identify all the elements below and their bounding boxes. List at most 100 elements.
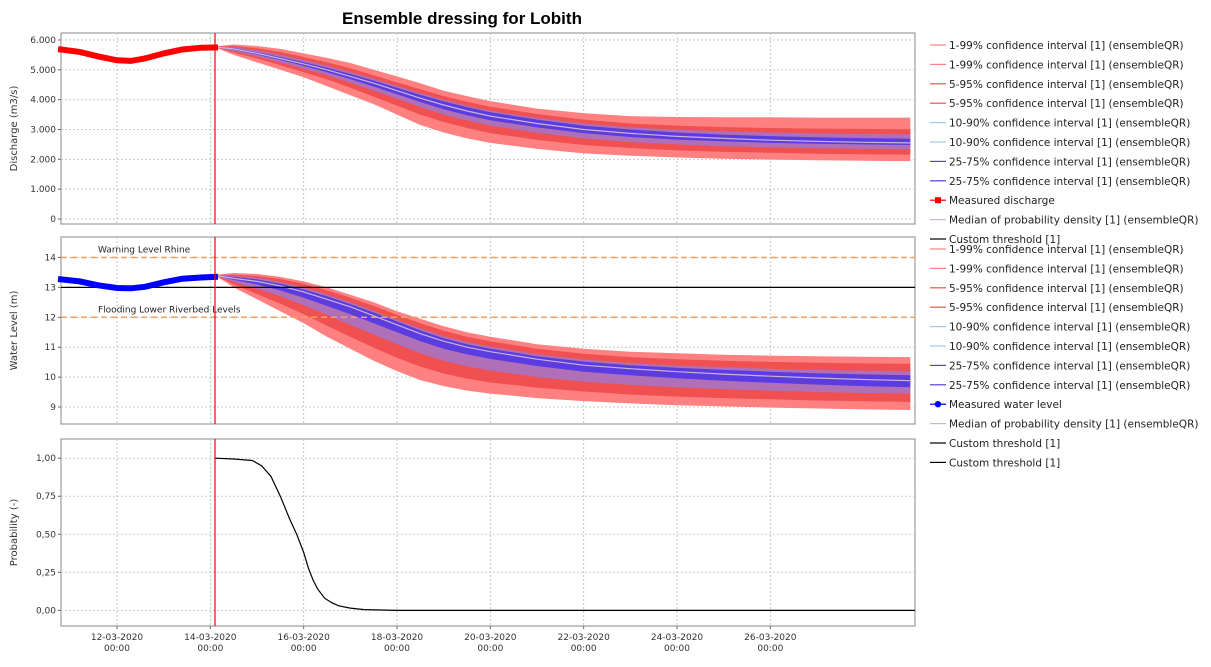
- x-tick-label: 00:00: [291, 644, 317, 654]
- median-line: [214, 274, 911, 382]
- y-tick-label: 12: [45, 313, 56, 323]
- x-tick-label: 18-03-2020: [371, 633, 424, 643]
- x-tick-label: 24-03-2020: [651, 633, 704, 643]
- x-tick-label: 00:00: [104, 644, 130, 654]
- panel-3: 0,00 0,25 0,50 0,75 1,00 Probability (-): [9, 438, 916, 627]
- y-tick-label: 0,50: [36, 530, 56, 540]
- x-tick-label: 00:00: [197, 644, 223, 654]
- y-tick-label: 0,25: [36, 568, 56, 578]
- y-tick-label: 0,00: [36, 606, 56, 616]
- legend-label: 5-95% confidence interval [1] (ensembleQ…: [949, 98, 1184, 110]
- x-tick-label: 20-03-2020: [464, 633, 517, 643]
- legend-item: 5-95% confidence interval [1] (ensembleQ…: [930, 283, 1184, 295]
- legend-label: Measured water level: [949, 399, 1062, 411]
- y-tick-label: 13: [45, 283, 56, 293]
- legend-item: 25-75% confidence interval [1] (ensemble…: [930, 360, 1190, 372]
- legend-item: 10-90% confidence interval [1] (ensemble…: [930, 118, 1190, 130]
- y-tick-label: 0: [50, 215, 56, 225]
- y-tick-label: 9: [50, 403, 56, 413]
- legend-label: Median of probability density [1] (ensem…: [949, 215, 1198, 227]
- legend-label: 10-90% confidence interval [1] (ensemble…: [949, 341, 1190, 353]
- x-tick-label: 14-03-2020: [184, 633, 237, 643]
- y-tick-label: 6.000: [30, 36, 56, 46]
- plot-frame: [60, 438, 916, 627]
- legend-item: Custom threshold [1]: [930, 234, 1060, 246]
- legend-panel-1: 1-99% confidence interval [1] (ensembleQ…: [930, 40, 1198, 246]
- legend-label: 5-95% confidence interval [1] (ensembleQ…: [949, 283, 1184, 295]
- confidence-band: [215, 47, 911, 145]
- measured-series: [57, 273, 219, 292]
- y-axis-label: Water Level (m): [9, 290, 20, 370]
- y-tick-label: 4.000: [30, 96, 56, 106]
- legend-label: 25-75% confidence interval [1] (ensemble…: [949, 380, 1190, 392]
- threshold-label: Flooding Lower Riverbed Levels: [98, 305, 241, 315]
- legend-label: 25-75% confidence interval [1] (ensemble…: [949, 176, 1190, 188]
- y-tick-label: 10: [45, 373, 57, 383]
- legend-item: 1-99% confidence interval [1] (ensembleQ…: [930, 263, 1184, 275]
- legend-item: 10-90% confidence interval [1] (ensemble…: [930, 322, 1190, 334]
- confidence-band: [215, 46, 911, 155]
- legend-item: 5-95% confidence interval [1] (ensembleQ…: [930, 302, 1184, 314]
- y-tick-label: 3.000: [30, 125, 56, 135]
- legend-item: 1-99% confidence interval [1] (ensembleQ…: [930, 59, 1184, 71]
- legend-label: 1-99% confidence interval [1] (ensembleQ…: [949, 59, 1184, 71]
- x-tick-label: 00:00: [664, 644, 690, 654]
- chart-title: Ensemble dressing for Lobith: [342, 9, 582, 28]
- legend-label: 10-90% confidence interval [1] (ensemble…: [949, 137, 1190, 149]
- legend-item: 10-90% confidence interval [1] (ensemble…: [930, 341, 1190, 353]
- x-tick-label: 00:00: [384, 644, 410, 654]
- legend-item: Measured discharge: [930, 195, 1055, 207]
- legend-item: Median of probability density [1] (ensem…: [930, 419, 1198, 431]
- y-tick-label: 11: [45, 343, 56, 353]
- legend-label: Median of probability density [1] (ensem…: [949, 419, 1198, 431]
- legend-item: 1-99% confidence interval [1] (ensembleQ…: [930, 40, 1184, 52]
- median-line: [214, 46, 911, 144]
- legend-label: Custom threshold [1]: [949, 234, 1060, 246]
- x-tick-label: 26-03-2020: [744, 633, 797, 643]
- legend-marker: [935, 197, 941, 204]
- legend-item: 1-99% confidence interval [1] (ensembleQ…: [930, 244, 1184, 256]
- x-tick-label: 00:00: [477, 644, 503, 654]
- legend-label: 10-90% confidence interval [1] (ensemble…: [949, 118, 1190, 130]
- panel-2: 9 10 11 12 13 14 Water Level (m) Warning Level …: [9, 236, 916, 425]
- y-axis-label: Discharge (m3/s): [9, 86, 20, 172]
- legend-item: 5-95% confidence interval [1] (ensembleQ…: [930, 98, 1184, 110]
- legend-item: 25-75% confidence interval [1] (ensemble…: [930, 156, 1190, 168]
- legend-label: 1-99% confidence interval [1] (ensembleQ…: [949, 263, 1184, 275]
- panel-1: 0 1.000 2.000 3.000 4.000 5.000 6.000 Discharge…: [9, 32, 916, 225]
- legend-item: 5-95% confidence interval [1] (ensembleQ…: [930, 79, 1184, 91]
- y-tick-label: 14: [45, 253, 57, 263]
- y-tick-label: 5.000: [30, 66, 56, 76]
- legend-item: Measured water level: [930, 399, 1062, 411]
- legend-item: Custom threshold [1]: [930, 438, 1060, 450]
- legend-marker: [934, 401, 942, 408]
- y-tick-label: 2.000: [30, 155, 56, 165]
- legend-label: 25-75% confidence interval [1] (ensemble…: [949, 360, 1190, 372]
- x-tick-label: 22-03-2020: [558, 633, 611, 643]
- legend-label: 5-95% confidence interval [1] (ensembleQ…: [949, 302, 1184, 314]
- legend-panel-2: 1-99% confidence interval [1] (ensembleQ…: [930, 244, 1198, 469]
- legend-item: 25-75% confidence interval [1] (ensemble…: [930, 176, 1190, 188]
- legend-label: Measured discharge: [949, 195, 1055, 207]
- y-tick-label: 0,75: [36, 492, 56, 502]
- legend-label: 10-90% confidence interval [1] (ensemble…: [949, 322, 1190, 334]
- legend-item: Median of probability density [1] (ensem…: [930, 215, 1198, 227]
- y-tick-label: 1,00: [36, 454, 56, 464]
- probability-line: [214, 457, 915, 611]
- legend-label: Custom threshold [1]: [949, 457, 1060, 469]
- legend-item: 25-75% confidence interval [1] (ensemble…: [930, 380, 1190, 392]
- y-axis-label: Probability (-): [9, 499, 20, 567]
- threshold-label: Warning Level Rhine: [98, 245, 191, 255]
- legend-item: 10-90% confidence interval [1] (ensemble…: [930, 137, 1190, 149]
- x-tick-label: 00:00: [757, 644, 783, 654]
- legend-item: Custom threshold [1]: [930, 457, 1060, 469]
- legend-label: Custom threshold [1]: [949, 438, 1060, 450]
- legend-label: 25-75% confidence interval [1] (ensemble…: [949, 156, 1190, 168]
- y-tick-label: 1.000: [30, 185, 56, 195]
- legend-label: 5-95% confidence interval [1] (ensembleQ…: [949, 79, 1184, 91]
- measured-series: [57, 44, 219, 64]
- legend-label: 1-99% confidence interval [1] (ensembleQ…: [949, 40, 1184, 52]
- x-tick-label: 12-03-2020: [91, 633, 144, 643]
